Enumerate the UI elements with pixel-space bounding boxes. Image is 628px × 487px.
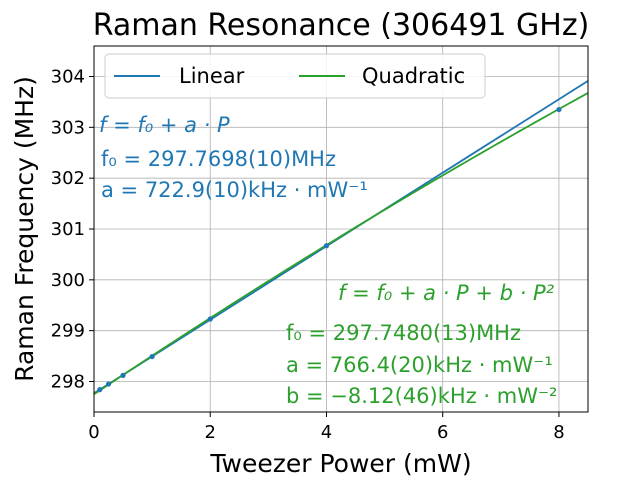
x-axis-label: Tweezer Power (mW) xyxy=(209,449,471,478)
chart-title: Raman Resonance (306491 GHz) xyxy=(93,8,590,43)
quadratic-formula: f = f₀ + a · P + b · P² xyxy=(338,281,555,305)
data-point xyxy=(556,106,562,113)
grid xyxy=(93,46,588,412)
fit-lines xyxy=(93,80,589,396)
y-tick-label: 302 xyxy=(51,168,85,189)
x-axis-ticks: 0 2 4 6 8 xyxy=(88,412,565,443)
y-tick-label: 300 xyxy=(51,270,85,291)
data-point xyxy=(120,372,126,378)
y-tick-label: 298 xyxy=(51,372,85,393)
y-axis-label: Raman Frequency (MHz) xyxy=(10,76,39,382)
x-tick-label: 8 xyxy=(553,422,564,443)
legend: Linear Quadratic xyxy=(104,53,486,99)
data-points xyxy=(97,106,562,393)
quadratic-a: a = 766.4(20)kHz · mW⁻¹ xyxy=(286,353,553,377)
y-tick-label: 304 xyxy=(51,67,85,88)
y-tick-label: 299 xyxy=(51,321,85,342)
plot-frame xyxy=(93,45,589,413)
linear-formula: f = f₀ + a · P xyxy=(99,113,230,137)
x-tick-label: 2 xyxy=(205,422,216,443)
quadratic-b: b = −8.12(46)kHz · mW⁻² xyxy=(286,384,557,408)
legend-frame xyxy=(104,53,486,99)
quadratic-fit-line xyxy=(93,92,589,396)
x-tick-label: 6 xyxy=(437,422,448,443)
y-axis-ticks: 298 299 300 301 302 303 304 xyxy=(51,67,94,393)
data-point xyxy=(149,353,155,360)
legend-label-quadratic: Quadratic xyxy=(362,64,465,88)
data-point xyxy=(97,387,103,393)
data-point xyxy=(207,316,213,322)
quadratic-f0: f₀ = 297.7480(13)MHz xyxy=(286,321,521,345)
linear-f0: f₀ = 297.7698(10)MHz xyxy=(101,147,336,171)
y-tick-label: 301 xyxy=(51,219,85,240)
x-tick-label: 4 xyxy=(321,422,332,443)
data-point xyxy=(323,243,330,249)
x-tick-label: 0 xyxy=(88,422,99,443)
legend-label-linear: Linear xyxy=(179,64,245,88)
y-tick-label: 303 xyxy=(51,117,85,138)
data-point xyxy=(105,381,112,387)
linear-a: a = 722.9(10)kHz · mW⁻¹ xyxy=(101,178,368,202)
